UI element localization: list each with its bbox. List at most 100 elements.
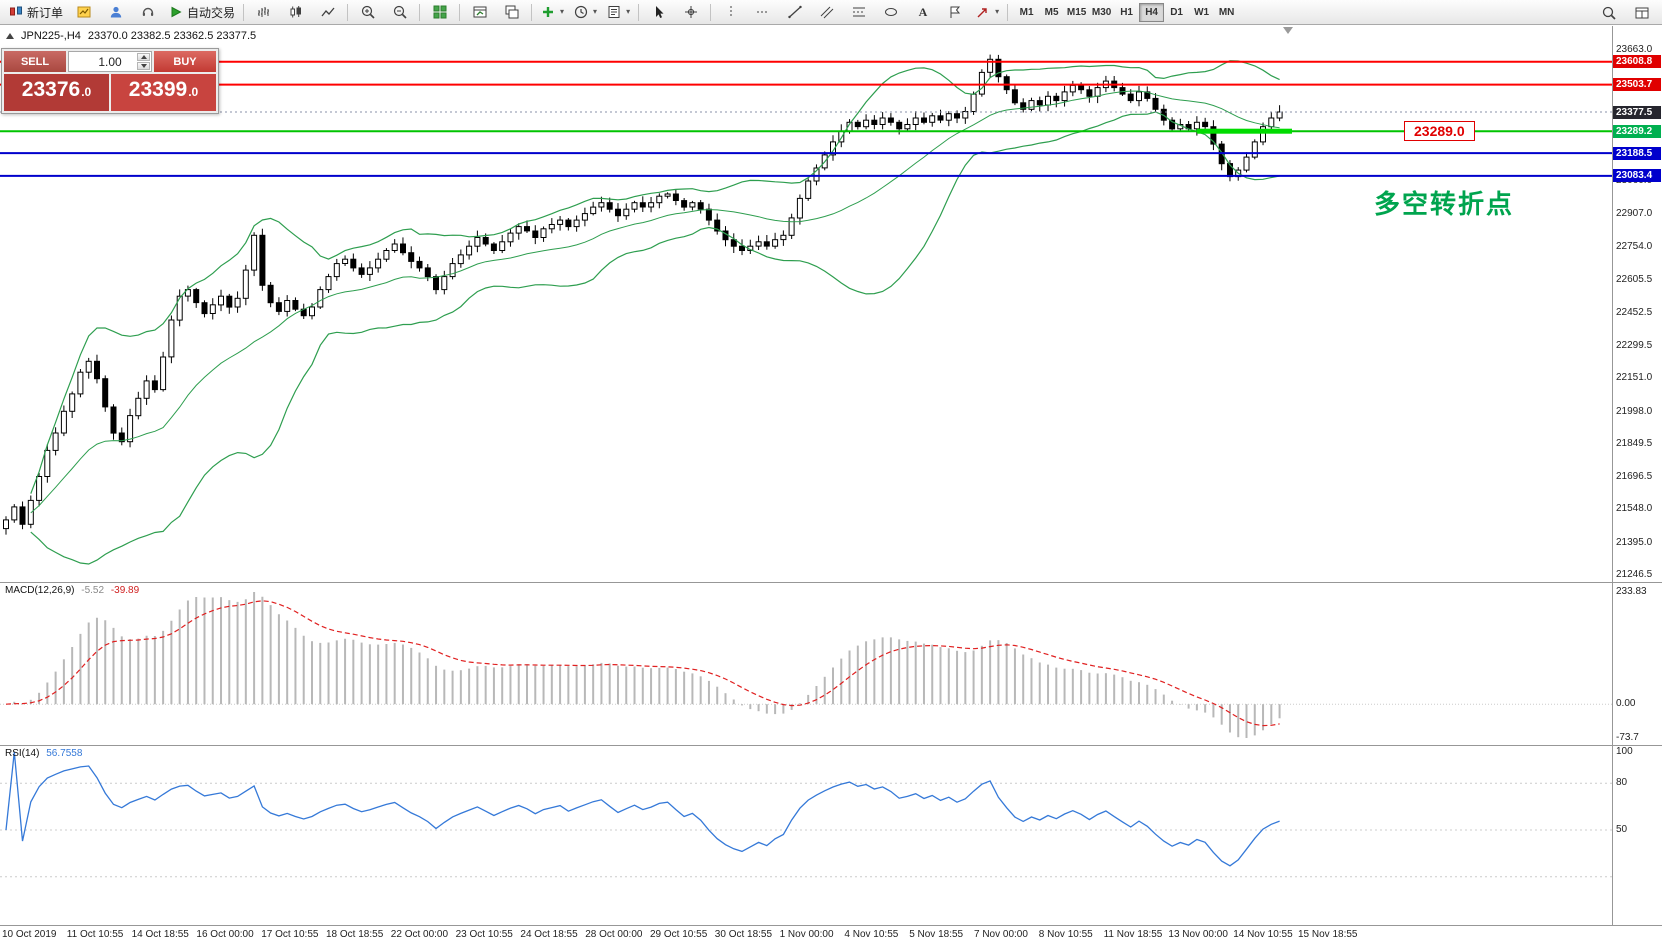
cursor-button[interactable] [643,1,674,24]
axis-separator [0,925,1662,926]
timeframe-MN[interactable]: MN [1218,6,1235,18]
toolbar-separator [1007,3,1009,21]
dropdown-arrow-icon: ▾ [593,7,598,16]
timeframe-M1[interactable]: M1 [1019,6,1034,18]
cursor-icon [655,6,664,18]
arrange-windows-button[interactable] [464,1,495,24]
window-layout-icon [1635,7,1648,18]
price-callout-label: 23289.0 [1404,121,1475,141]
timeframe-H1[interactable]: H1 [1120,6,1133,18]
one-click-trading-panel: SELL 1.00 BUY 23376 .0 23399 .0 [1,48,219,114]
crosshair-button[interactable] [675,1,706,24]
new-order-label: 新订单 [27,5,64,20]
toolbar-separator [531,3,533,21]
symbol-marker-icon [6,33,14,39]
price-axis[interactable] [1613,26,1662,925]
time-axis[interactable] [0,926,1612,946]
add-indicator-button[interactable]: ▾ [536,1,568,24]
sell-price-main: 23376 [21,78,81,101]
shapes-button[interactable] [875,1,906,24]
chart-symbol-period: JPN225-,H4 [21,30,81,42]
fibonacci-button[interactable] [843,1,874,24]
horizontal-line-button[interactable] [747,1,778,24]
arrow-objects-button[interactable]: ▾ [971,1,1003,24]
timeframe-M5[interactable]: M5 [1044,6,1059,18]
toolbar-right-group [1593,1,1657,24]
line-chart-button[interactable] [312,1,343,24]
bar-chart-button[interactable] [248,1,279,24]
svg-text:A: A [918,5,927,19]
zoom-in-button[interactable] [352,1,383,24]
chart-ohlc-readout: JPN225-,H4 23370.0 23382.5 23362.5 23377… [6,30,256,42]
buy-button[interactable]: BUY [154,51,216,72]
toolbar-separator [347,3,349,21]
profile-icon [110,6,121,18]
timeframe-M15[interactable]: M15 [1066,6,1087,18]
sell-button[interactable]: SELL [4,51,66,72]
panel-separator[interactable] [0,582,1662,583]
fibonacci-icon [852,7,865,17]
candlestick-chart-icon [290,6,301,18]
zoom-out-button[interactable] [384,1,415,24]
zoom-in-icon [361,5,375,19]
cascade-windows-button[interactable] [496,1,527,24]
trendline-button[interactable] [779,1,810,24]
charts-window-button[interactable] [68,1,99,24]
sell-price-frac: .0 [81,85,92,99]
headset-icon [142,7,153,16]
chart-window-icon [77,6,91,18]
chart-annotation-text: 多空转折点 [1374,189,1515,219]
timeframe-W1[interactable]: W1 [1194,6,1210,18]
toolbar-separator [243,3,245,21]
panel-separator[interactable] [0,745,1662,746]
chart-shift-marker-icon [1283,27,1293,34]
clock-icon [574,5,588,19]
rsi-indicator-pane[interactable] [0,745,1612,925]
timeframe-D1[interactable]: D1 [1170,6,1183,18]
toolbar-separator [419,3,421,21]
template-icon [608,6,620,18]
buy-price-main: 23399 [128,78,188,101]
tile-windows-button[interactable] [424,1,455,24]
macd-main-value: -5.52 [81,585,105,596]
macd-indicator-pane[interactable] [0,582,1612,745]
search-icon [1602,6,1616,20]
channel-button[interactable] [811,1,842,24]
vertical-line-button[interactable] [715,1,746,24]
window-layout-button[interactable] [1626,1,1657,24]
timeframe-group: M1 M5 M15 M30 H1 H4 D1 W1 MN [1014,2,1239,22]
profile-button[interactable] [100,1,131,24]
rsi-value: 56.7558 [46,748,83,759]
text-label-button[interactable] [939,1,970,24]
volume-down-button[interactable] [137,62,150,70]
bar-chart-icon [257,7,269,17]
templates-button[interactable]: ▾ [602,1,634,24]
periods-button[interactable]: ▾ [569,1,601,24]
zoom-out-icon [393,5,407,19]
price-axis-separator [1612,26,1613,925]
dropdown-arrow-icon: ▾ [626,7,631,16]
trendline-icon [787,5,802,19]
volume-field[interactable]: 1.00 [68,51,152,72]
volume-up-button[interactable] [137,53,150,61]
add-indicator-icon [543,7,554,17]
support-button[interactable] [132,1,163,24]
text-button[interactable]: A [907,1,938,24]
macd-name: MACD(12,26,9) [5,585,75,596]
timeframe-M30[interactable]: M30 [1091,6,1112,18]
candlestick-chart-button[interactable] [280,1,311,24]
channel-icon [820,6,833,19]
autotrading-label: 自动交易 [187,5,236,20]
autotrading-button[interactable]: 自动交易 [164,1,239,24]
new-order-icon [10,6,22,16]
chart-ohlc-values: 23370.0 23382.5 23362.5 23377.5 [87,30,257,42]
cascade-windows-icon [505,5,519,19]
buy-price[interactable]: 23399 .0 [111,74,216,111]
line-chart-icon [321,7,335,17]
sell-price[interactable]: 23376 .0 [4,74,109,111]
new-order-button[interactable]: 新订单 [4,1,67,24]
price-chart-pane[interactable] [0,26,1612,582]
search-button[interactable] [1593,1,1624,24]
tile-windows-icon [433,5,447,19]
timeframe-H4[interactable]: H4 [1139,2,1165,22]
